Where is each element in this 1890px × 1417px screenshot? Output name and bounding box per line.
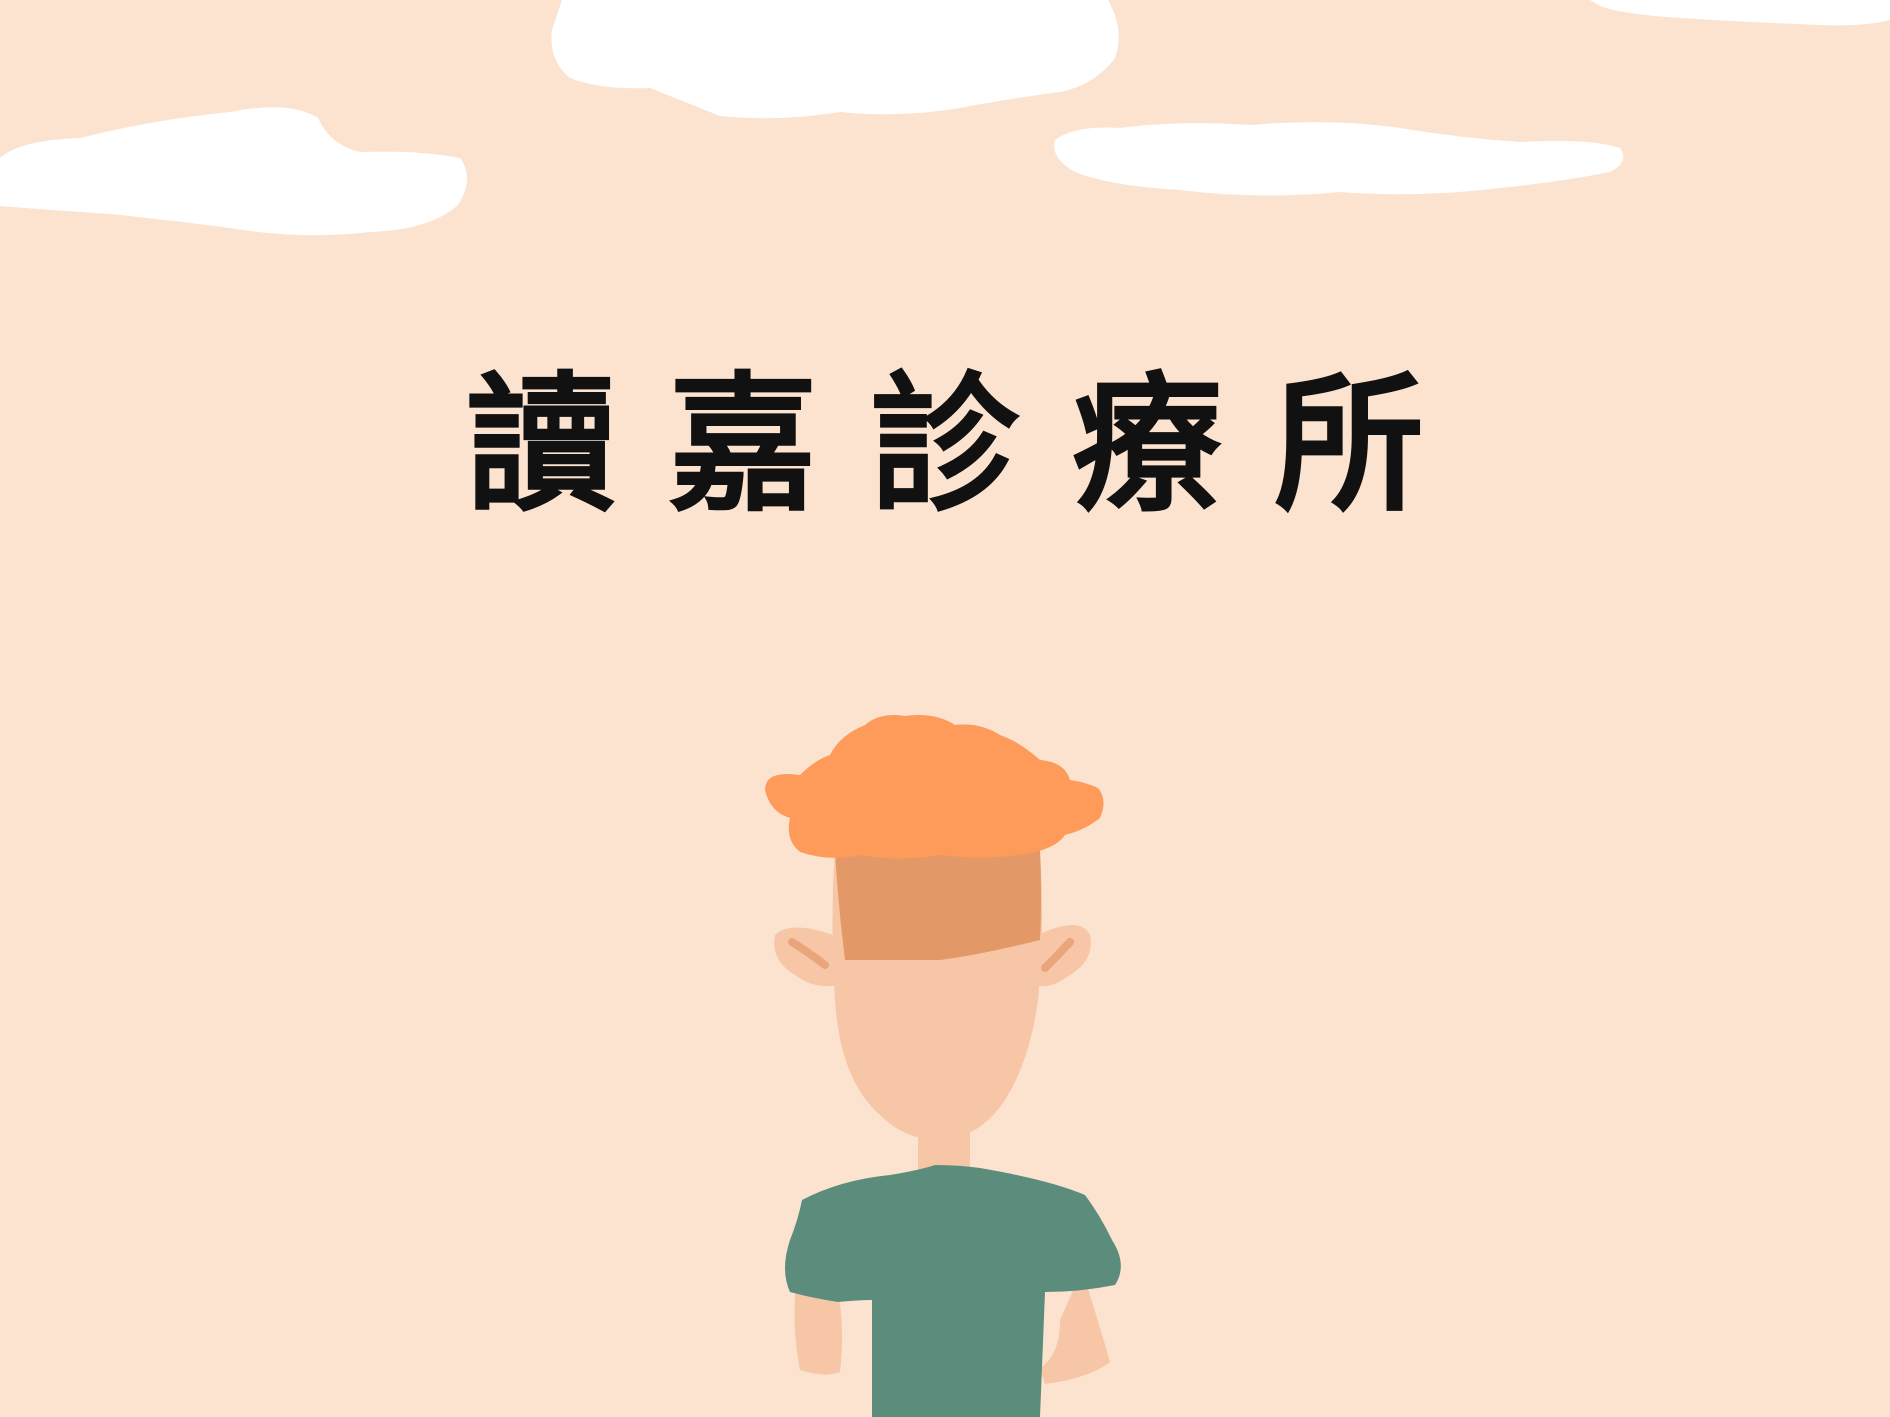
- left-ear: [774, 927, 838, 987]
- cloud-top-center: [551, 0, 1119, 119]
- right-arm: [1040, 1270, 1110, 1384]
- page-title: 讀嘉診療所: [465, 357, 1476, 533]
- hair: [765, 715, 1104, 859]
- right-ear-inner: [1041, 938, 1074, 972]
- cloud-right: [1054, 122, 1624, 196]
- shirt: [785, 1165, 1121, 1417]
- scalp: [835, 850, 1041, 960]
- person-back-view: [765, 715, 1121, 1417]
- cloud-left: [0, 107, 468, 236]
- cloud-top-right: [1590, 0, 1890, 26]
- right-ear: [1035, 925, 1091, 987]
- left-ear-inner: [788, 938, 829, 969]
